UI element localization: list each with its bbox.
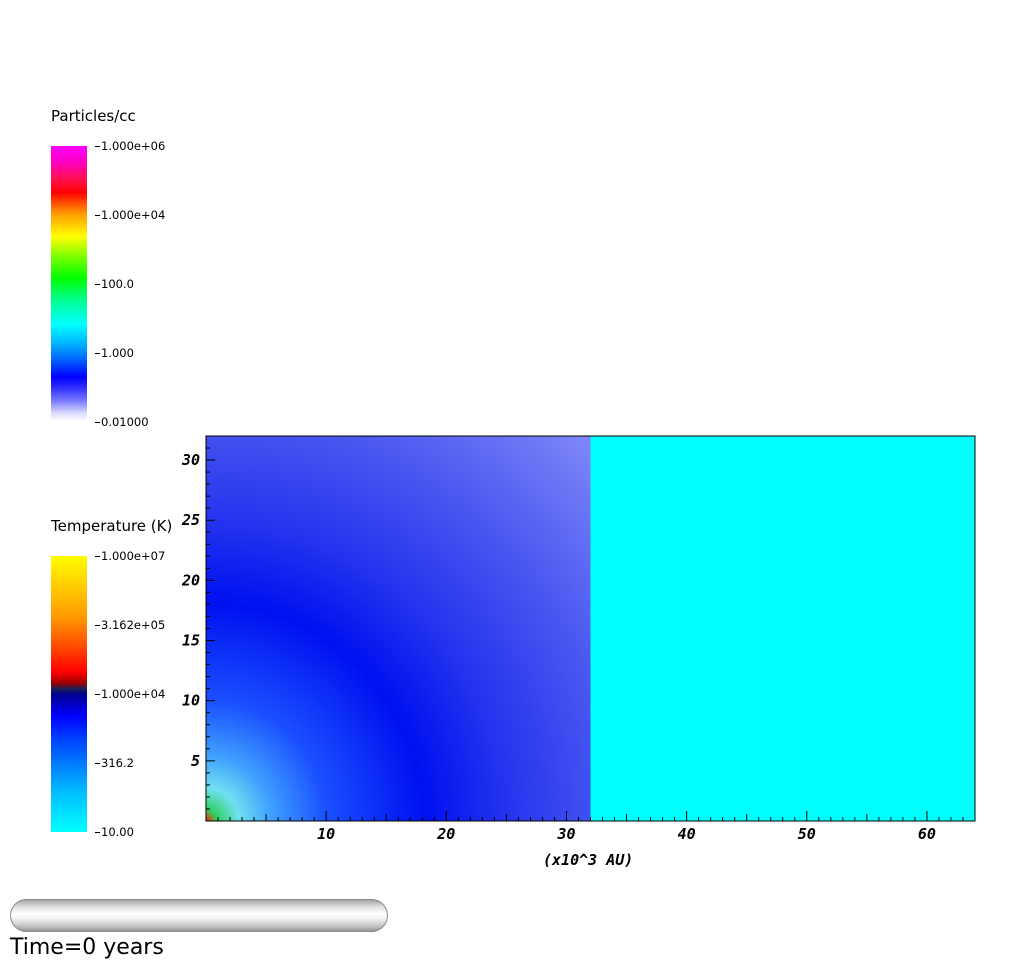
x-tick-label-3: 40 xyxy=(678,825,696,843)
density-tick-3: 1.000 xyxy=(95,346,134,360)
time-label: Time=0 years xyxy=(10,935,164,960)
x-axis-label: (x10^3 AU) xyxy=(543,851,634,869)
density-tick-4: 0.01000 xyxy=(95,415,149,429)
density-legend-title: Particles/cc xyxy=(51,107,136,125)
x-tick-label-1: 20 xyxy=(436,825,455,843)
temperature-colorbar xyxy=(51,556,87,832)
y-tick-label-3: 20 xyxy=(181,571,200,589)
temperature-legend-title: Temperature (K) xyxy=(51,517,173,535)
y-tick-label-2: 15 xyxy=(182,632,200,650)
x-tick-label-2: 30 xyxy=(556,825,575,843)
density-tick-1: 1.000e+04 xyxy=(94,208,166,222)
x-tick-label-5: 60 xyxy=(918,825,936,843)
density-tick-2: 100.0 xyxy=(95,277,134,291)
density-tick-0: 1.000e+06 xyxy=(94,139,166,153)
region-ambient xyxy=(590,436,975,821)
temperature-tick-2: 1.000e+04 xyxy=(94,687,166,701)
temperature-tick-0: 1.000e+07 xyxy=(94,549,166,563)
region-cloud xyxy=(206,436,591,821)
temperature-tick-3: 316.2 xyxy=(95,756,134,770)
y-tick-label-0: 5 xyxy=(191,752,200,770)
x-tick-label-0: 10 xyxy=(317,825,335,843)
y-tick-label-5: 30 xyxy=(181,451,200,469)
temperature-tick-4: 10.00 xyxy=(95,825,134,839)
temperature-tick-1: 3.162e+05 xyxy=(94,618,166,632)
x-tick-label-4: 50 xyxy=(798,825,816,843)
time-progress-bar[interactable] xyxy=(10,899,388,932)
y-tick-label-1: 10 xyxy=(182,692,200,710)
y-tick-label-4: 25 xyxy=(181,511,200,529)
density-colorbar xyxy=(51,146,87,421)
